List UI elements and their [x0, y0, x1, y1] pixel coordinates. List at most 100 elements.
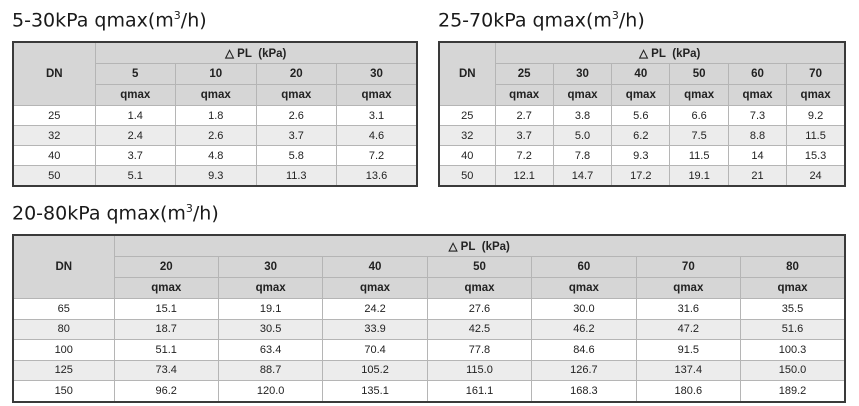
pressure-group-header: △ PL (kPa): [113, 234, 846, 257]
table-row: 100 51.1 63.4 70.4 77.8 84.6 91.5 100.3: [12, 339, 846, 361]
qmax-value-cell: 115.0: [426, 359, 533, 381]
pressure-group-header: △ PL (kPa): [494, 41, 846, 64]
qmax-value-cell: 15.1: [113, 298, 219, 320]
dn-cell: 32: [12, 125, 96, 146]
flow-table-20-80kpa: DN △ PL (kPa) 20 30 40 50 60 70 80 qmax qmax qmax qm…: [12, 234, 846, 403]
qmax-value-cell: 5.1: [94, 165, 176, 187]
table-row: 50 5.1 9.3 11.3 13.6: [12, 165, 418, 187]
qmax-value-cell: 51.1: [113, 339, 219, 361]
qmax-value-cell: 2.6: [255, 105, 337, 126]
qmax-value-cell: 105.2: [322, 359, 428, 381]
qmax-value-cell: 14: [727, 145, 788, 166]
dn-header: DN: [438, 41, 496, 106]
pressure-header: 50: [426, 256, 533, 278]
qmax-value-cell: 3.7: [255, 125, 337, 146]
table-row: 50 12.1 14.7 17.2 19.1 21 24: [438, 165, 846, 187]
qmax-value-cell: 42.5: [426, 318, 533, 340]
table-row: 32 3.7 5.0 6.2 7.5 8.8 11.5: [438, 125, 846, 146]
table-row: 125 73.4 88.7 105.2 115.0 126.7 137.4 150.0: [12, 359, 846, 381]
qmax-value-cell: 47.2: [635, 318, 742, 340]
qmax-value-cell: 17.2: [611, 165, 671, 187]
pressure-header: 70: [635, 256, 742, 278]
qmax-value-cell: 96.2: [113, 380, 219, 402]
qmax-value-cell: 100.3: [740, 339, 846, 361]
table-row: 25 1.4 1.8 2.6 3.1: [12, 105, 418, 126]
qmax-header: qmax: [322, 277, 428, 299]
header-row-qmax: qmax qmax qmax qmax: [13, 84, 418, 106]
qmax-header: qmax: [531, 277, 637, 299]
dn-cell: 40: [12, 145, 96, 166]
qmax-header: qmax: [336, 84, 418, 106]
dn-cell: 125: [12, 359, 115, 381]
qmax-value-cell: 19.1: [217, 298, 324, 320]
qmax-header: qmax: [494, 84, 554, 106]
flow-table-5-30kpa: DN △ PL (kPa) 5 10 20 30 qmax qmax qmax qmax 25 1.4…: [12, 41, 418, 187]
pressure-header: 60: [727, 63, 788, 85]
header-row-pressures: 20 30 40 50 60 70 80: [13, 256, 846, 278]
table-1-title: 5-30kPa qmax(m3/h): [12, 9, 207, 32]
qmax-header: qmax: [217, 277, 324, 299]
qmax-value-cell: 3.7: [494, 125, 554, 146]
table-3-title: 20-80kPa qmax(m3/h): [12, 202, 219, 225]
qmax-value-cell: 135.1: [322, 380, 428, 402]
qmax-value-cell: 5.8: [255, 145, 337, 166]
qmax-value-cell: 11.5: [669, 145, 729, 166]
dn-cell: 100: [12, 339, 115, 361]
qmax-value-cell: 7.2: [494, 145, 554, 166]
table-2-title: 25-70kPa qmax(m3/h): [438, 9, 645, 32]
qmax-value-cell: 9.3: [175, 165, 257, 187]
qmax-value-cell: 11.5: [786, 125, 846, 146]
qmax-value-cell: 11.3: [255, 165, 337, 187]
qmax-value-cell: 15.3: [786, 145, 846, 166]
qmax-header: qmax: [786, 84, 846, 106]
pressure-header: 80: [740, 256, 846, 278]
table-row: 80 18.7 30.5 33.9 42.5 46.2 47.2 51.6: [12, 318, 846, 340]
qmax-value-cell: 91.5: [635, 339, 742, 361]
dn-header: DN: [12, 234, 115, 299]
table-row: 25 2.7 3.8 5.6 6.6 7.3 9.2: [438, 105, 846, 126]
pressure-header: 40: [322, 256, 428, 278]
qmax-value-cell: 77.8: [426, 339, 533, 361]
qmax-value-cell: 137.4: [635, 359, 742, 381]
pressure-header: 30: [217, 256, 324, 278]
qmax-header: qmax: [611, 84, 671, 106]
qmax-value-cell: 180.6: [635, 380, 742, 402]
qmax-value-cell: 4.8: [175, 145, 257, 166]
qmax-value-cell: 27.6: [426, 298, 533, 320]
dn-cell: 32: [438, 125, 496, 146]
dn-header: DN: [12, 41, 96, 106]
qmax-value-cell: 1.8: [175, 105, 257, 126]
qmax-value-cell: 3.7: [94, 145, 176, 166]
header-row-qmax: qmax qmax qmax qmax qmax qmax qmax: [13, 277, 846, 299]
qmax-value-cell: 73.4: [113, 359, 219, 381]
qmax-value-cell: 9.2: [786, 105, 846, 126]
pressure-header: 30: [552, 63, 613, 85]
qmax-value-cell: 63.4: [217, 339, 324, 361]
qmax-value-cell: 4.6: [336, 125, 418, 146]
qmax-value-cell: 2.4: [94, 125, 176, 146]
qmax-value-cell: 6.2: [611, 125, 671, 146]
pressure-header: 5: [94, 63, 176, 85]
qmax-value-cell: 5.6: [611, 105, 671, 126]
pressure-header: 40: [611, 63, 671, 85]
qmax-value-cell: 33.9: [322, 318, 428, 340]
qmax-value-cell: 161.1: [426, 380, 533, 402]
header-row-group: DN △ PL (kPa): [12, 41, 418, 106]
qmax-value-cell: 31.6: [635, 298, 742, 320]
header-row-pressures: 25 30 40 50 60 70: [439, 63, 846, 85]
qmax-value-cell: 7.8: [552, 145, 613, 166]
qmax-value-cell: 3.1: [336, 105, 418, 126]
qmax-value-cell: 168.3: [531, 380, 637, 402]
qmax-value-cell: 70.4: [322, 339, 428, 361]
pressure-header: 10: [175, 63, 257, 85]
qmax-value-cell: 1.4: [94, 105, 176, 126]
qmax-header: qmax: [113, 277, 219, 299]
qmax-value-cell: 84.6: [531, 339, 637, 361]
dn-cell: 50: [12, 165, 96, 187]
table-row: 40 3.7 4.8 5.8 7.2: [12, 145, 418, 166]
qmax-header: qmax: [669, 84, 729, 106]
pressure-header: 30: [336, 63, 418, 85]
qmax-value-cell: 8.8: [727, 125, 788, 146]
dn-cell: 25: [12, 105, 96, 126]
qmax-value-cell: 13.6: [336, 165, 418, 187]
